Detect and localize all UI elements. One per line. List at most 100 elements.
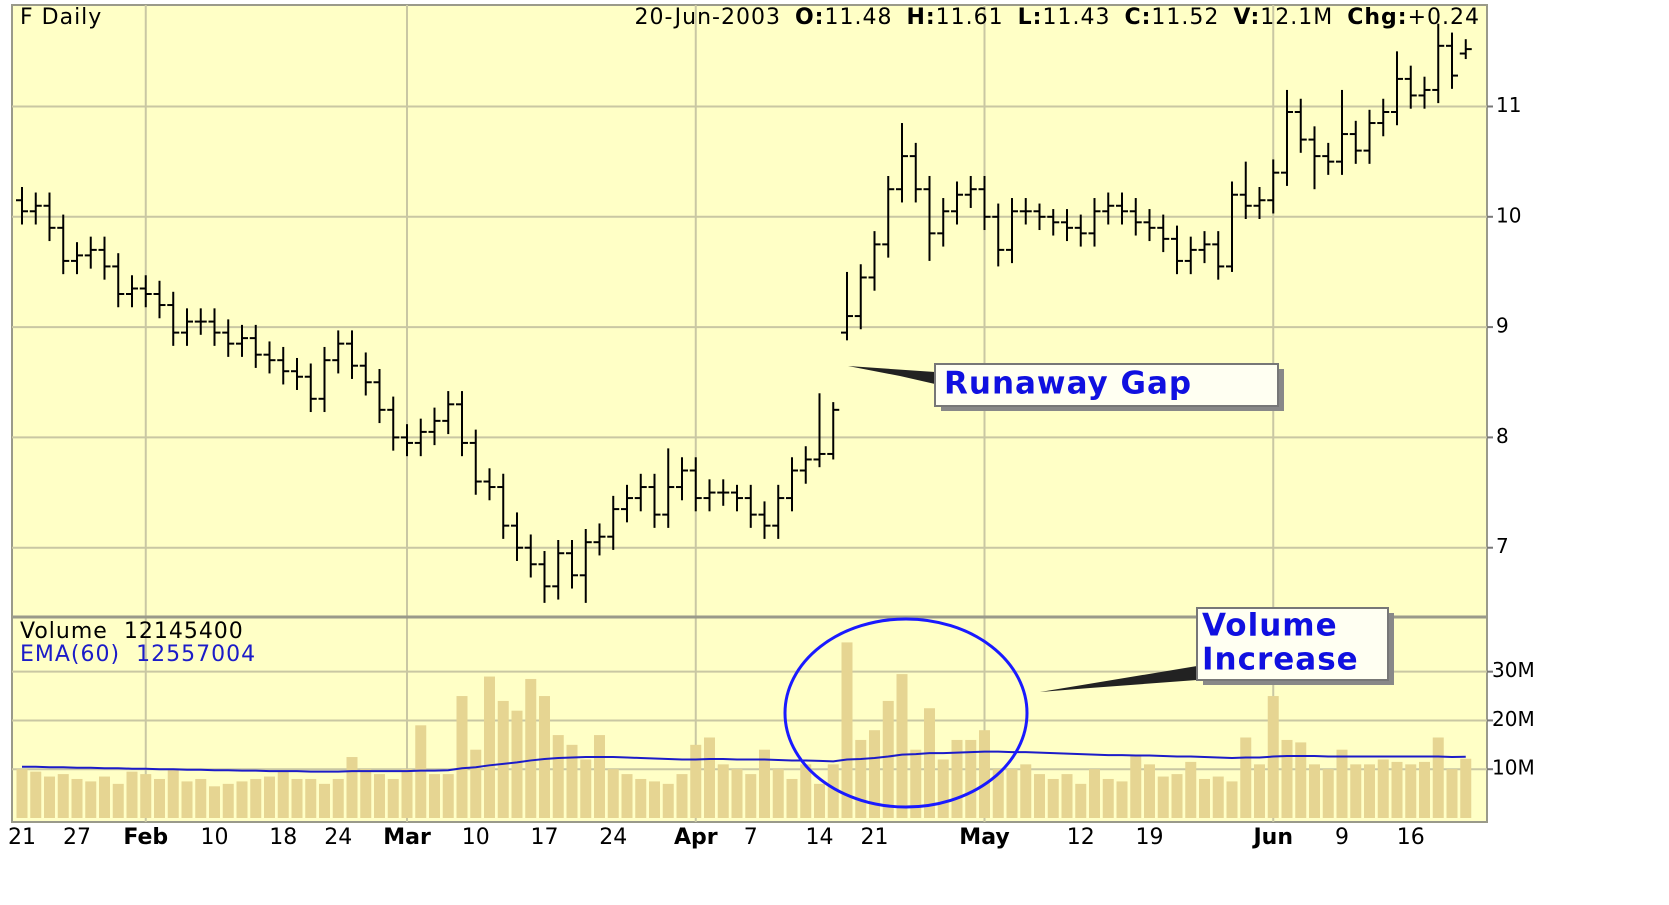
ohlc-bar xyxy=(401,424,413,457)
ohlc-bar xyxy=(552,539,565,600)
volume-bar xyxy=(800,764,812,818)
volume-bar xyxy=(236,781,248,818)
ohlc-bar xyxy=(566,539,578,589)
volume-bar xyxy=(511,710,523,818)
symbol: F Daily xyxy=(20,5,102,30)
volume-bar xyxy=(731,769,743,818)
volume-bar xyxy=(195,778,207,818)
x-tick-label: 27 xyxy=(63,825,91,850)
ohlc-bar xyxy=(1404,65,1417,109)
volume-bar xyxy=(1061,774,1073,818)
x-tick-label: 17 xyxy=(531,825,559,850)
x-tick-label: 10 xyxy=(462,825,490,850)
volume-bar xyxy=(1460,758,1472,818)
plot-background xyxy=(11,4,1488,823)
ema-title: EMA(60) xyxy=(20,642,120,667)
x-tick-label: Mar xyxy=(383,825,431,850)
ohlc-bar xyxy=(483,468,496,501)
x-tick-label: 16 xyxy=(1397,825,1425,850)
ohlc-bar xyxy=(538,551,551,603)
ohlc-bar xyxy=(98,236,111,280)
volume-bar xyxy=(1157,776,1169,818)
volume-bar xyxy=(1199,778,1210,818)
ohlc-bar xyxy=(882,175,895,258)
ohlc-bar xyxy=(497,473,510,539)
volume-bar xyxy=(814,783,825,818)
ohlc-bar xyxy=(978,175,991,231)
volume-bar xyxy=(387,778,399,818)
ohlc-bar xyxy=(304,363,317,413)
change-label: Chg: xyxy=(1347,5,1407,30)
ohlc-bar xyxy=(1418,76,1431,109)
volume-bar xyxy=(1322,769,1334,818)
volume-bar xyxy=(1075,783,1087,818)
volume-bar xyxy=(827,764,839,818)
close-label: C: xyxy=(1124,5,1151,30)
x-tick-label: 7 xyxy=(744,825,758,850)
y-tick-label: 8 xyxy=(1496,424,1509,448)
x-tick-label: 12 xyxy=(1067,825,1095,850)
volume-bar xyxy=(1020,764,1032,818)
ema-last: 12557004 xyxy=(136,642,256,667)
volume-bar xyxy=(429,774,440,818)
ohlc-bar xyxy=(1349,120,1362,164)
ohlc-bar xyxy=(758,501,771,539)
ohlc-bar xyxy=(153,280,166,319)
ohlc-bar xyxy=(662,448,675,528)
volume-bar xyxy=(566,744,578,818)
volume-bar xyxy=(607,769,619,818)
volume-bar xyxy=(910,749,922,818)
ohlc-bar xyxy=(29,192,42,225)
ohlc-bar xyxy=(524,534,537,578)
x-tick-label: May xyxy=(959,825,1009,850)
ohlc-bar xyxy=(1061,209,1073,242)
volume-bar xyxy=(1212,776,1224,818)
volume-bar xyxy=(112,783,124,818)
x-tick-label: 21 xyxy=(861,825,889,850)
x-tick-label: 21 xyxy=(8,825,36,850)
close-value: 11.52 xyxy=(1151,5,1219,30)
ohlc-bar xyxy=(359,352,372,396)
volume-bar xyxy=(1295,742,1307,818)
ohlc-bar xyxy=(71,242,83,275)
ohlc-bar xyxy=(1308,126,1321,190)
ohlc-bar xyxy=(1184,236,1197,275)
volume-bar xyxy=(154,778,165,818)
volume-bar xyxy=(1254,764,1265,818)
volume-bar xyxy=(635,778,647,818)
ema-legend: EMA(60) 12557004 xyxy=(20,642,256,667)
ohlc-bar xyxy=(84,236,97,269)
volume-annotation-line: Volume xyxy=(1202,608,1338,644)
volume-bar xyxy=(594,735,605,818)
ohlc-bar xyxy=(689,457,702,512)
volume-bar xyxy=(346,757,358,818)
volume-bar xyxy=(99,776,110,818)
volume-legend: Volume 12145400 xyxy=(20,619,244,644)
ohlc-bar xyxy=(43,192,56,242)
y-tick-label: 10 xyxy=(1496,203,1521,227)
volume-bar xyxy=(1116,781,1128,818)
ohlc-bar xyxy=(511,512,523,561)
volume-bar xyxy=(30,771,42,818)
volume-bar xyxy=(1144,764,1155,818)
y2-tick-label: 10M xyxy=(1492,756,1535,780)
volume-bar xyxy=(442,774,454,818)
change-value: +0.24 xyxy=(1408,5,1480,30)
volume-bar xyxy=(1281,739,1293,818)
ohlc-bar xyxy=(772,484,785,539)
volume-pointer xyxy=(1040,666,1197,692)
ohlc-bar xyxy=(786,457,798,512)
volume-bar xyxy=(44,776,55,818)
volume-bar xyxy=(1226,781,1238,818)
volume-bar xyxy=(855,739,867,818)
y2-tick-label: 30M xyxy=(1492,658,1535,682)
volume-bar xyxy=(1102,778,1114,818)
ohlc-bar xyxy=(332,330,345,374)
ohlc-bar xyxy=(263,341,276,374)
ohlc-bar xyxy=(456,391,468,457)
ohlc-bar xyxy=(951,181,963,225)
volume-bar xyxy=(374,774,385,818)
ohlc-bar xyxy=(1377,98,1390,137)
open-value: 11.48 xyxy=(824,5,892,30)
volume-bar xyxy=(250,778,262,818)
